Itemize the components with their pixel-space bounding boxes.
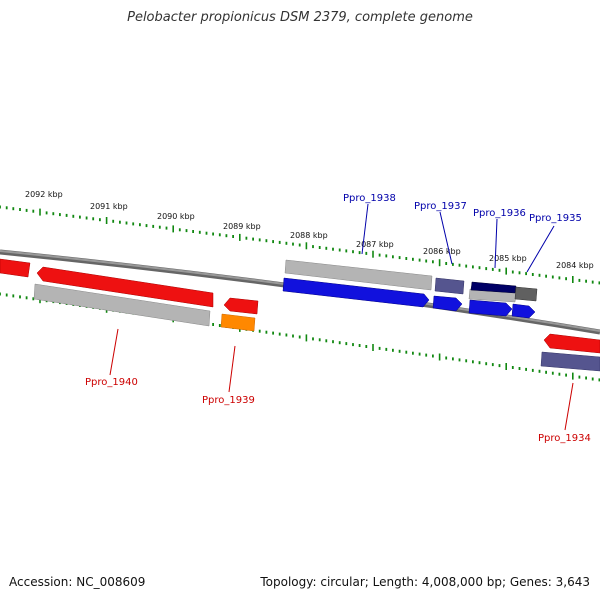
- kbp-label: 2088 kbp: [290, 231, 328, 240]
- gene-arrow[interactable]: [0, 258, 31, 278]
- gene-label[interactable]: Ppro_1935: [529, 213, 582, 224]
- gene-label[interactable]: Ppro_1939: [202, 395, 255, 406]
- gene-arrow[interactable]: [33, 283, 211, 327]
- topology-summary: Topology: circular; Length: 4,008,000 bp…: [260, 575, 590, 589]
- kbp-label: 2090 kbp: [157, 212, 195, 221]
- gene-arrow[interactable]: [284, 259, 433, 291]
- gene-label[interactable]: Ppro_1934: [538, 433, 591, 444]
- gene-arrow[interactable]: [282, 277, 430, 308]
- kbp-label: 2091 kbp: [90, 202, 128, 211]
- gene-arrow[interactable]: [514, 286, 538, 302]
- kbp-labels: 2092 kbp 2091 kbp 2090 kbp 2089 kbp 2088…: [25, 190, 594, 270]
- gene-arrow[interactable]: [434, 277, 465, 295]
- gene-label[interactable]: Ppro_1937: [414, 201, 467, 212]
- gene-arrow[interactable]: [36, 266, 214, 308]
- kbp-label: 2085 kbp: [489, 254, 527, 263]
- gene-arrow[interactable]: [470, 281, 517, 294]
- gene-arrow[interactable]: [220, 313, 256, 332]
- kbp-label: 2092 kbp: [25, 190, 63, 199]
- gene-label[interactable]: Ppro_1940: [85, 377, 138, 388]
- gene-arrow[interactable]: [511, 303, 536, 319]
- map-title: Pelobacter propionicus DSM 2379, complet…: [127, 10, 473, 25]
- gene-labels: Ppro_1938 Ppro_1937 Ppro_1936 Ppro_1935 …: [85, 193, 591, 444]
- gene-arrow[interactable]: [543, 333, 600, 354]
- accession-text: Accession: NC_008609: [9, 575, 146, 589]
- gene-arrow[interactable]: [540, 351, 600, 372]
- tick-scale-upper: [0, 205, 600, 285]
- gene-label[interactable]: Ppro_1938: [343, 193, 396, 204]
- gene-features: [0, 258, 600, 372]
- gene-arrow[interactable]: [468, 299, 513, 317]
- gene-label[interactable]: Ppro_1936: [473, 208, 526, 219]
- kbp-label: 2087 kbp: [356, 240, 394, 249]
- kbp-label: 2086 kbp: [423, 247, 461, 256]
- kbp-label: 2089 kbp: [223, 222, 261, 231]
- label-leaders: [109, 203, 574, 431]
- gene-arrow[interactable]: [432, 295, 463, 312]
- kbp-label: 2084 kbp: [556, 261, 594, 270]
- gene-arrow[interactable]: [223, 297, 259, 315]
